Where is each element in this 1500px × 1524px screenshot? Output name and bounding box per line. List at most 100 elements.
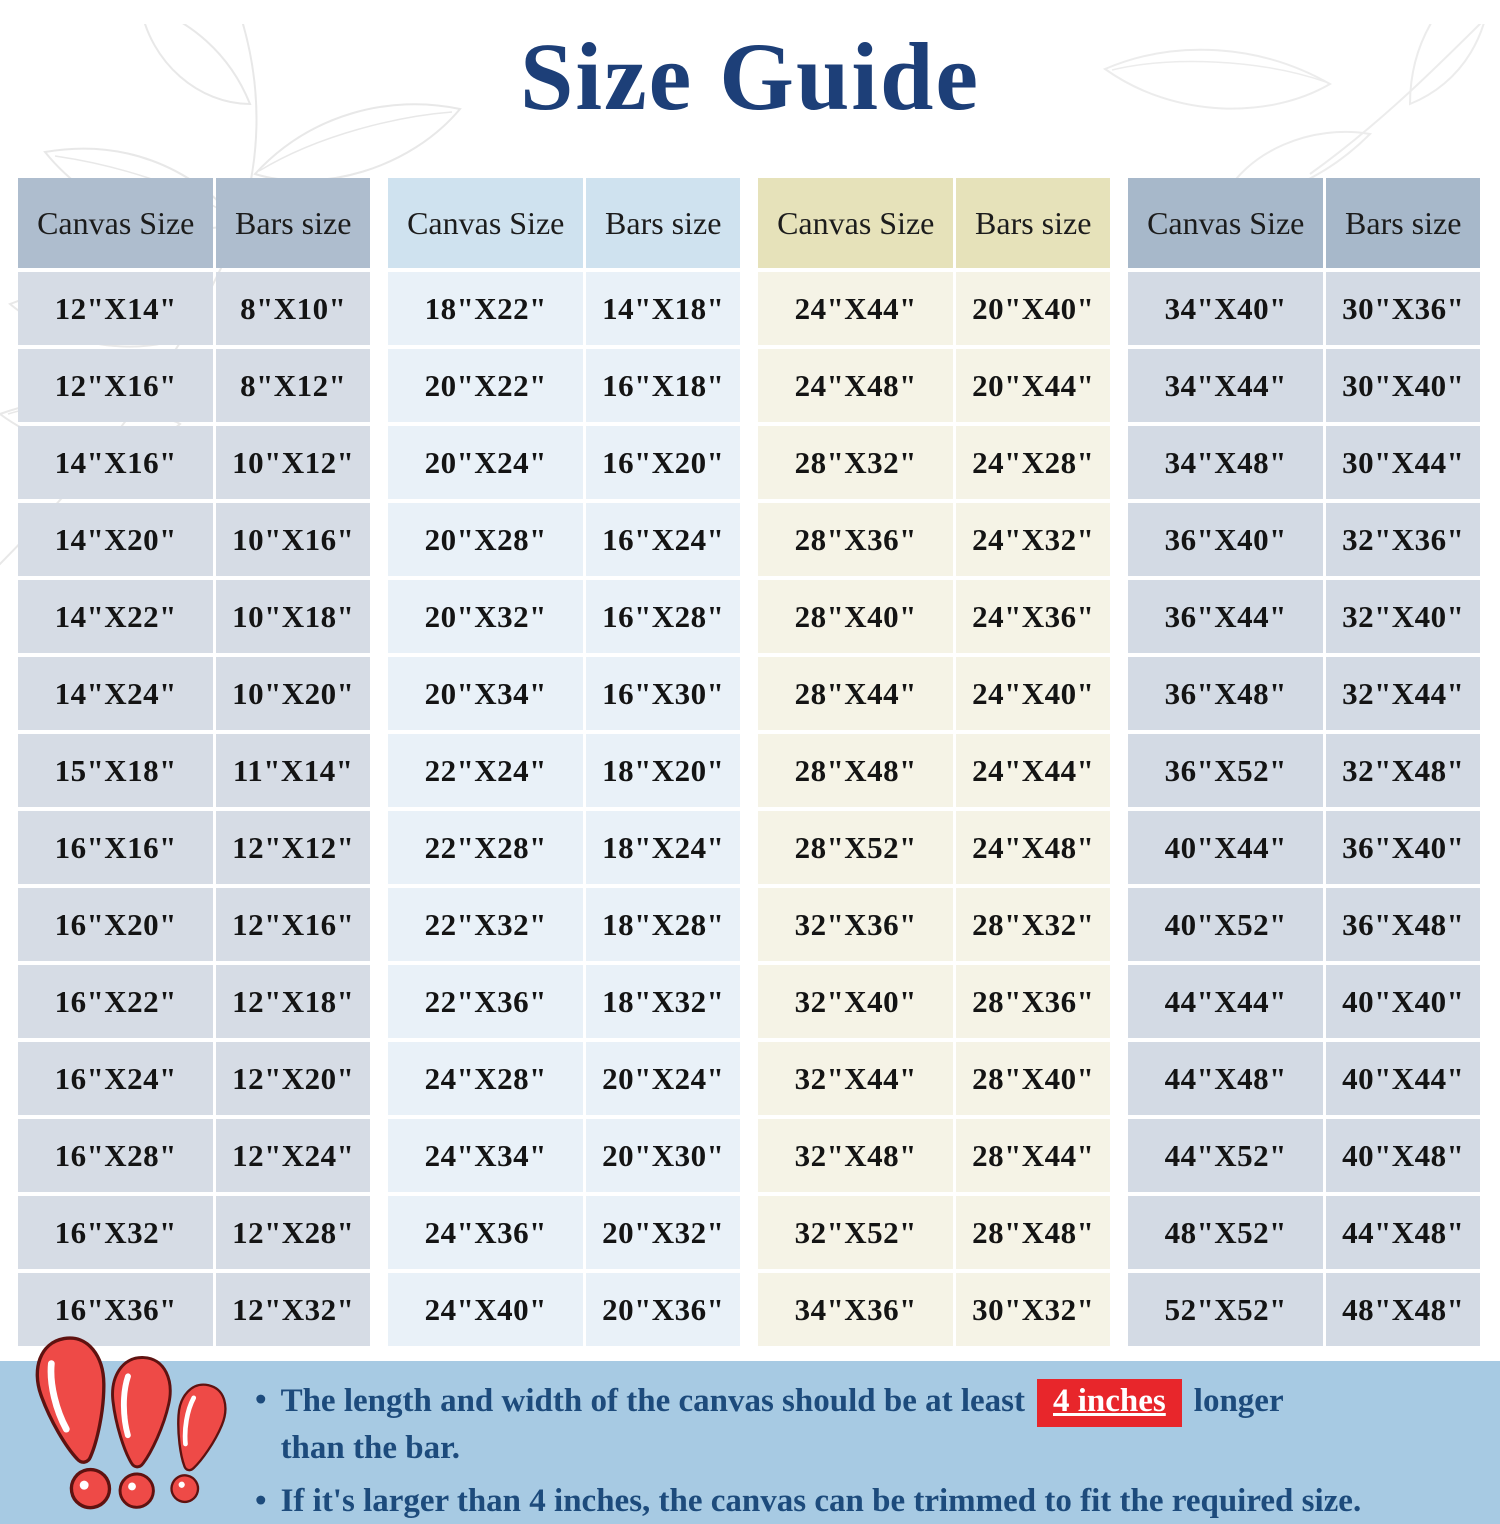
bars-size-cell: 11"X14" [216, 734, 370, 807]
bars-size-cell: 28"X32" [956, 888, 1110, 961]
bars-size-cell: 24"X48" [956, 811, 1110, 884]
table-row: 12"X16" 8"X12" [18, 349, 370, 422]
table-row: 22"X32" 18"X28" [388, 888, 740, 961]
table-row: 28"X40" 24"X36" [758, 580, 1110, 653]
bars-size-cell: 24"X44" [956, 734, 1110, 807]
canvas-size-cell: 34"X48" [1128, 426, 1324, 499]
canvas-size-cell: 24"X44" [758, 272, 954, 345]
canvas-size-cell: 20"X32" [388, 580, 584, 653]
table-row: 40"X52" 36"X48" [1128, 888, 1480, 961]
canvas-size-cell: 24"X28" [388, 1042, 584, 1115]
canvas-size-cell: 16"X28" [18, 1119, 214, 1192]
bars-size-cell: 36"X48" [1326, 888, 1480, 961]
bars-size-cell: 36"X40" [1326, 811, 1480, 884]
table-row: 14"X20" 10"X16" [18, 503, 370, 576]
canvas-size-cell: 32"X36" [758, 888, 954, 961]
bars-size-cell: 20"X24" [586, 1042, 740, 1115]
bars-size-cell: 18"X32" [586, 965, 740, 1038]
canvas-size-cell: 20"X28" [388, 503, 584, 576]
canvas-size-cell: 32"X48" [758, 1119, 954, 1192]
canvas-size-cell: 22"X36" [388, 965, 584, 1038]
bars-size-cell: 10"X12" [216, 426, 370, 499]
canvas-size-cell: 52"X52" [1128, 1273, 1324, 1346]
canvas-size-cell: 34"X36" [758, 1273, 954, 1346]
table-row: 28"X36" 24"X32" [758, 503, 1110, 576]
bars-size-cell: 30"X32" [956, 1273, 1110, 1346]
canvas-size-cell: 16"X22" [18, 965, 214, 1038]
canvas-size-cell: 36"X44" [1128, 580, 1324, 653]
size-table-1: Canvas Size Bars size 12"X14" 8"X10" 12"X16"… [15, 174, 373, 1350]
table-row: 22"X24" 18"X20" [388, 734, 740, 807]
bars-size-header: Bars size [216, 178, 370, 268]
bars-size-cell: 28"X44" [956, 1119, 1110, 1192]
canvas-size-cell: 16"X32" [18, 1196, 214, 1269]
table-row: 28"X52" 24"X48" [758, 811, 1110, 884]
canvas-size-cell: 36"X48" [1128, 657, 1324, 730]
canvas-size-cell: 36"X40" [1128, 503, 1324, 576]
bars-size-cell: 16"X30" [586, 657, 740, 730]
canvas-size-cell: 24"X48" [758, 349, 954, 422]
canvas-size-cell: 14"X20" [18, 503, 214, 576]
canvas-size-cell: 32"X52" [758, 1196, 954, 1269]
table-row: 16"X16" 12"X12" [18, 811, 370, 884]
canvas-size-cell: 40"X44" [1128, 811, 1324, 884]
table-row: 32"X44" 28"X40" [758, 1042, 1110, 1115]
size-table-2: Canvas Size Bars size 18"X22" 14"X18" 20"X22… [385, 174, 743, 1350]
table-row: 24"X48" 20"X44" [758, 349, 1110, 422]
bars-size-cell: 12"X12" [216, 811, 370, 884]
table-row: 15"X18" 11"X14" [18, 734, 370, 807]
bars-size-cell: 30"X40" [1326, 349, 1480, 422]
canvas-size-cell: 32"X44" [758, 1042, 954, 1115]
table-row: 28"X44" 24"X40" [758, 657, 1110, 730]
canvas-size-cell: 14"X24" [18, 657, 214, 730]
bullet-dot: • [255, 1483, 267, 1520]
bars-size-header: Bars size [956, 178, 1110, 268]
table-row: 24"X40" 20"X36" [388, 1273, 740, 1346]
canvas-size-cell: 12"X16" [18, 349, 214, 422]
bars-size-cell: 18"X24" [586, 811, 740, 884]
bars-size-cell: 32"X48" [1326, 734, 1480, 807]
note-text: longer [1193, 1383, 1284, 1419]
table-row: 28"X32" 24"X28" [758, 426, 1110, 499]
canvas-size-header: Canvas Size [18, 178, 214, 268]
table-row: 32"X36" 28"X32" [758, 888, 1110, 961]
table-row: 16"X36" 12"X32" [18, 1273, 370, 1346]
bars-size-cell: 28"X48" [956, 1196, 1110, 1269]
table-row: 18"X22" 14"X18" [388, 272, 740, 345]
canvas-size-header: Canvas Size [388, 178, 584, 268]
bars-size-cell: 14"X18" [586, 272, 740, 345]
canvas-size-cell: 28"X36" [758, 503, 954, 576]
bars-size-cell: 16"X18" [586, 349, 740, 422]
canvas-size-cell: 28"X48" [758, 734, 954, 807]
bars-size-cell: 20"X36" [586, 1273, 740, 1346]
table-row: 20"X24" 16"X20" [388, 426, 740, 499]
table-row: 40"X44" 36"X40" [1128, 811, 1480, 884]
canvas-size-cell: 20"X22" [388, 349, 584, 422]
table-row: 20"X28" 16"X24" [388, 503, 740, 576]
bars-size-cell: 32"X36" [1326, 503, 1480, 576]
canvas-size-cell: 44"X52" [1128, 1119, 1324, 1192]
table-row: 24"X34" 20"X30" [388, 1119, 740, 1192]
table-row: 14"X22" 10"X18" [18, 580, 370, 653]
canvas-size-cell: 28"X40" [758, 580, 954, 653]
note-bullet-2-text: If it's larger than 4 inches, the canvas… [280, 1483, 1362, 1520]
bars-size-cell: 24"X36" [956, 580, 1110, 653]
note-bullet-1: • The length and width of the canvas sho… [255, 1379, 1485, 1470]
bars-size-cell: 8"X10" [216, 272, 370, 345]
bars-size-cell: 44"X48" [1326, 1196, 1480, 1269]
table-row: 34"X48" 30"X44" [1128, 426, 1480, 499]
canvas-size-cell: 20"X24" [388, 426, 584, 499]
bars-size-cell: 30"X44" [1326, 426, 1480, 499]
canvas-size-cell: 48"X52" [1128, 1196, 1324, 1269]
canvas-size-cell: 40"X52" [1128, 888, 1324, 961]
note-text: than the bar. [280, 1429, 460, 1466]
canvas-size-cell: 16"X24" [18, 1042, 214, 1115]
bars-size-cell: 16"X24" [586, 503, 740, 576]
bars-size-cell: 12"X20" [216, 1042, 370, 1115]
table-row: 44"X44" 40"X40" [1128, 965, 1480, 1038]
table-row: 24"X28" 20"X24" [388, 1042, 740, 1115]
canvas-size-cell: 16"X36" [18, 1273, 214, 1346]
bars-size-cell: 32"X40" [1326, 580, 1480, 653]
bars-size-cell: 40"X40" [1326, 965, 1480, 1038]
size-table-4: Canvas Size Bars size 34"X40" 30"X36" 34"X44… [1125, 174, 1483, 1350]
